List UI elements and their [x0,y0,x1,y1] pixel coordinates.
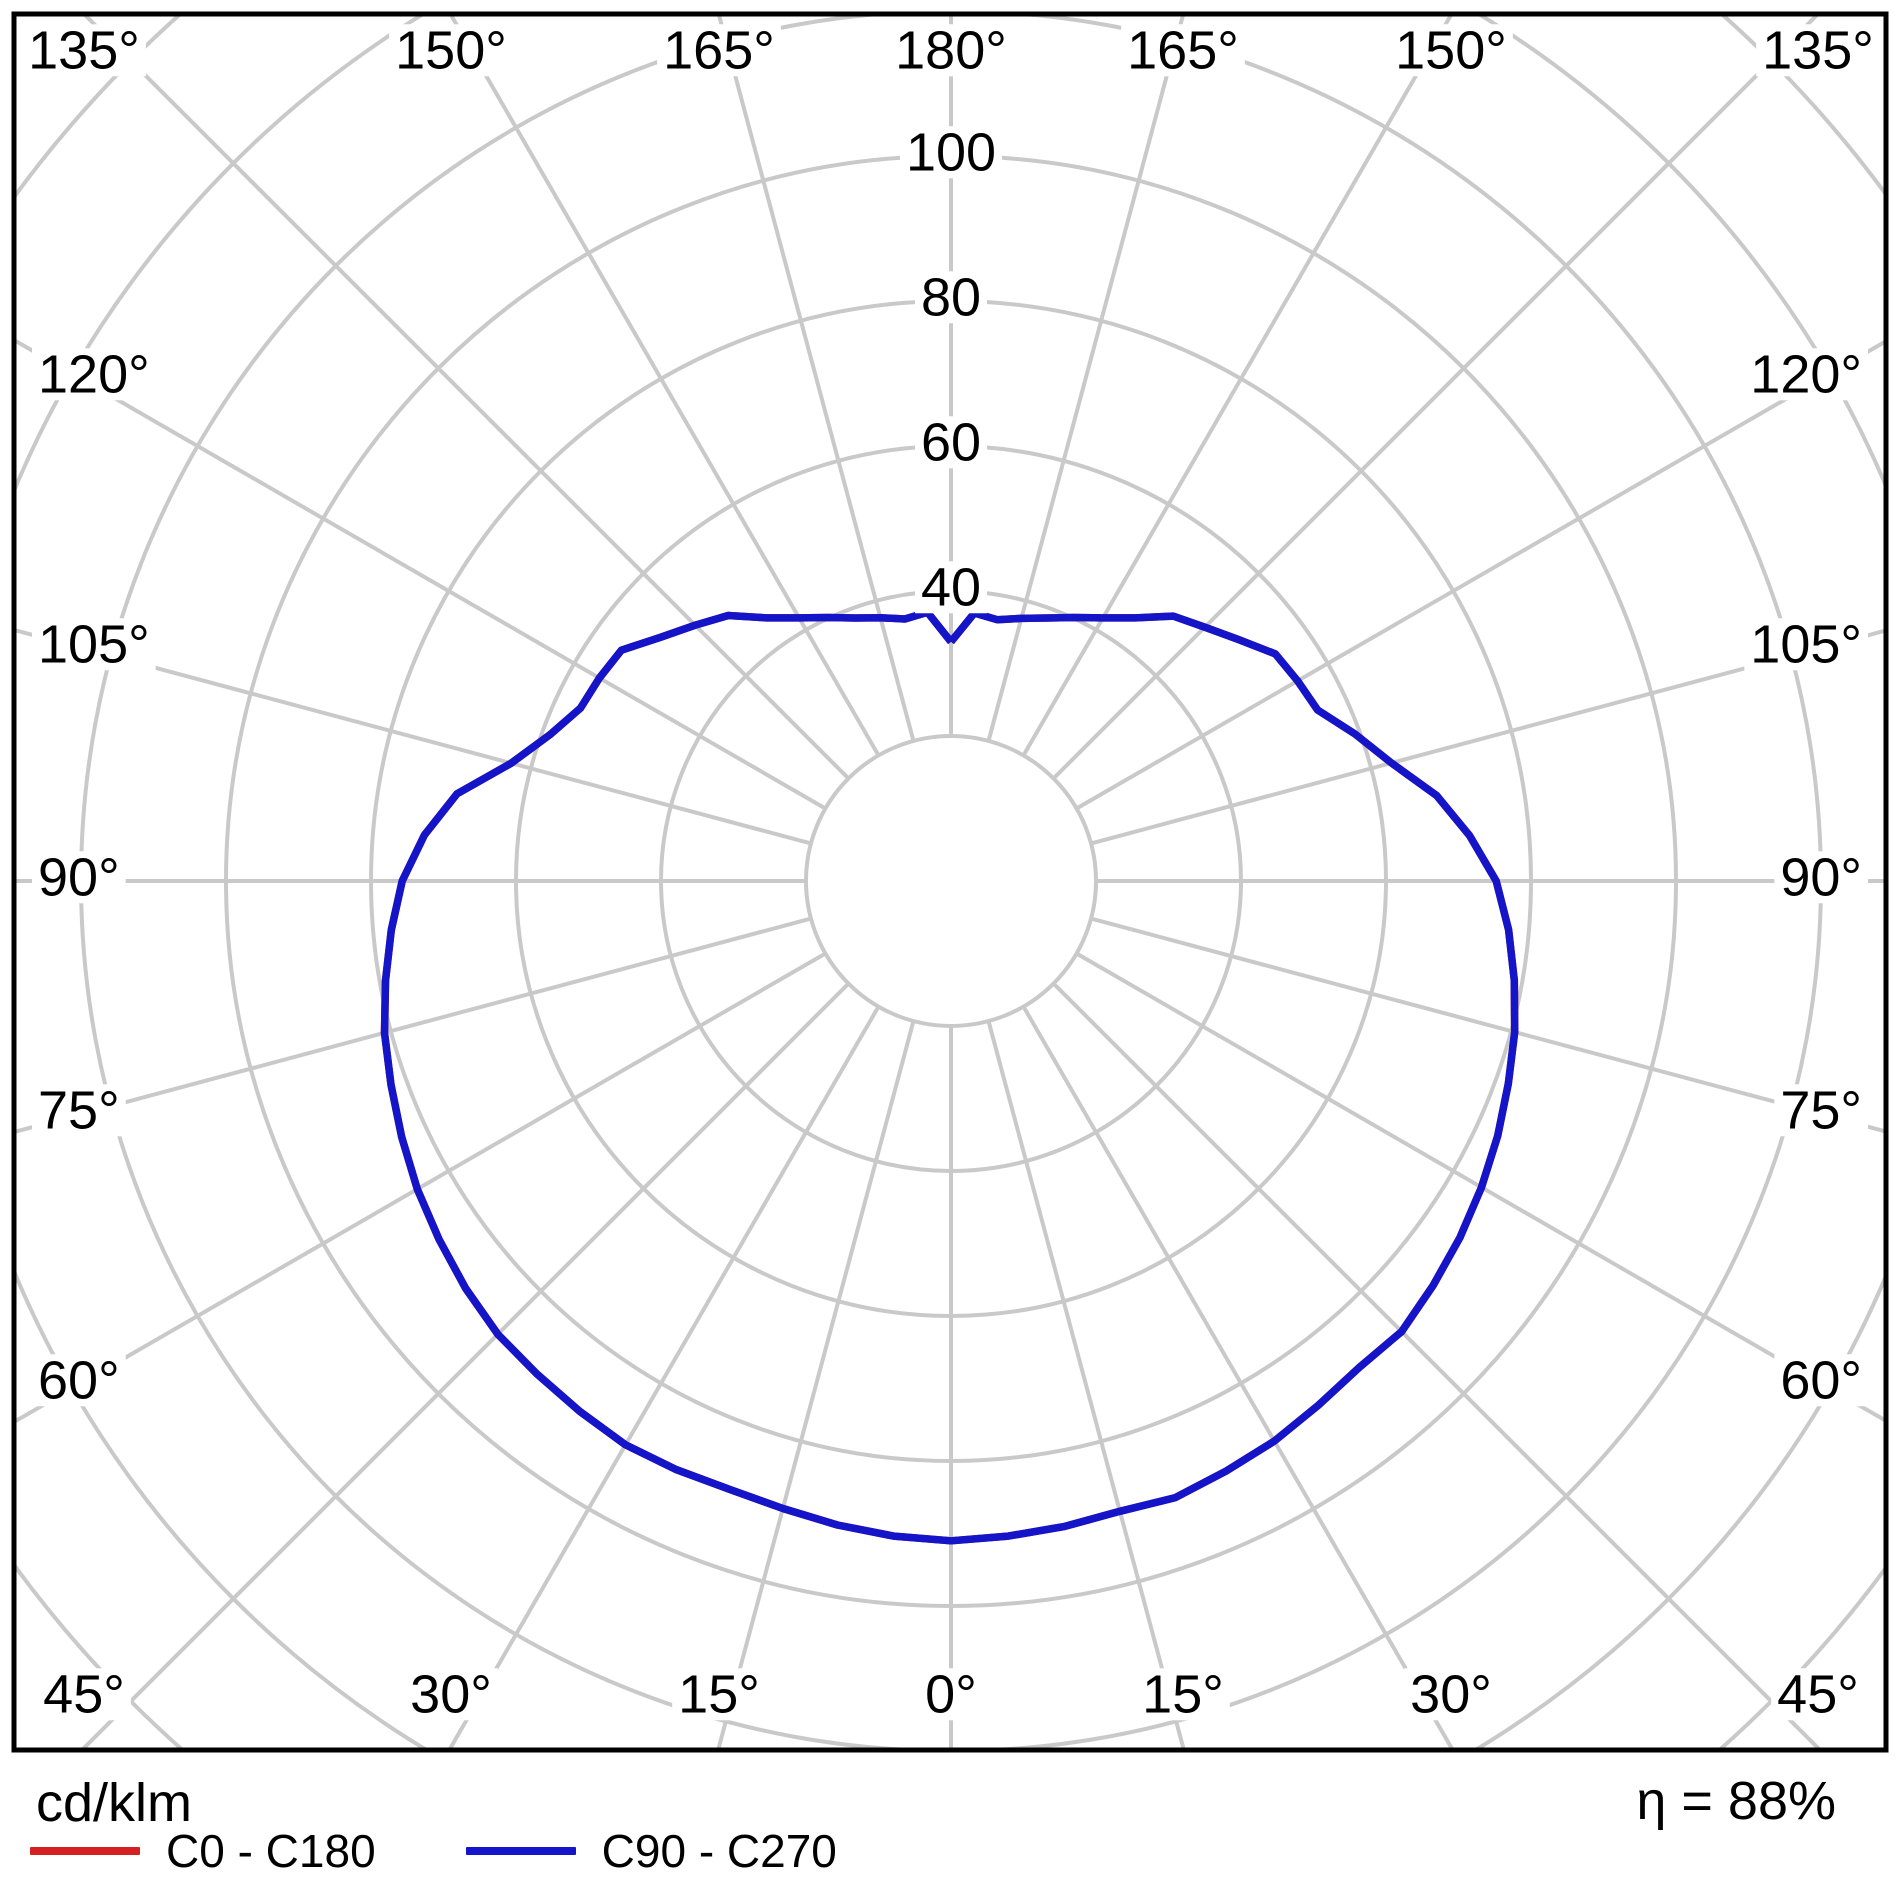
grid-spoke-345 [716,1020,916,1750]
angle-label-left-1: 105° [38,614,150,674]
angle-label-top-0-bg [22,24,146,77]
grid-spoke-285 [14,916,812,1135]
angle-label-top-6-bg [1756,24,1880,77]
angle-label-top-2: 165° [663,20,775,80]
angle-label-bottom-1-bg [404,1668,498,1721]
angle-label-left-3-bg [32,1084,126,1137]
grid-spoke-330 [446,1005,881,1750]
angle-label-left-2: 90° [38,847,120,907]
radial-tick-40-bg [914,561,988,614]
grid-spoke-165 [986,14,1186,742]
angle-label-top-5-bg [1389,24,1513,77]
angle-label-top-4: 165° [1127,20,1239,80]
angle-label-right-1: 105° [1750,614,1862,674]
efficiency-label: η = 88% [1636,1771,1836,1831]
angle-label-right-2-bg [1774,851,1868,904]
angle-label-bottom-4-bg [1136,1668,1230,1721]
blue-line-swatch [465,1847,576,1855]
angle-label-top-1: 150° [395,20,507,80]
angle-label-right-4: 60° [1780,1350,1862,1410]
angle-label-right-3: 75° [1780,1080,1862,1140]
grid-spoke-210 [448,14,881,757]
angle-label-bottom-6-bg [1771,1668,1865,1721]
angle-label-left-0: 120° [38,344,150,404]
angle-label-bottom-2: 15° [678,1664,760,1724]
legend: C0 - C180 C90 - C270 [30,1824,837,1878]
angle-label-right-0-bg [1744,348,1868,401]
grid-spoke-60 [1075,951,1886,1424]
angle-label-top-6: 135° [1762,20,1874,80]
grid-spoke-150 [1021,14,1454,757]
angle-label-top-0: 135° [28,20,140,80]
angle-label-left-1-bg [32,618,156,671]
grid-spoke-30 [1021,1005,1456,1750]
angle-label-bottom-5-bg [1404,1668,1498,1721]
legend-label-c90-c270: C90 - C270 [601,1825,837,1877]
plot-border [11,11,1889,1753]
angle-label-bottom-0-bg [37,1668,131,1721]
angle-label-bottom-2-bg [672,1668,766,1721]
grid-ring-20 [804,734,1098,1028]
angle-label-top-3: 180° [895,20,1007,80]
grid-spoke-75 [1090,916,1886,1134]
angle-label-right-2: 90° [1780,847,1862,907]
angle-label-bottom-3-bg [919,1668,983,1721]
angle-label-right-0: 120° [1750,344,1862,404]
radial-tick-100-bg [899,126,1003,179]
radial-tick-60-bg [914,416,988,469]
legend-entry-c90-c270: C90 - C270 [465,1824,837,1878]
grid-spoke-45 [1052,982,1823,1750]
radial-tick-80: 80 [921,267,981,327]
angle-label-top-1-bg [389,24,513,77]
legend-entry-c0-c180: C0 - C180 [30,1824,376,1878]
radial-tick-80-bg [914,271,988,324]
grid-spoke-255 [14,627,812,846]
angle-label-bottom-1: 30° [410,1664,492,1724]
angle-label-top-5: 150° [1395,20,1507,80]
radial-tick-100: 100 [906,122,996,182]
angle-label-bottom-0: 45° [43,1664,125,1724]
curve-c90-c270 [380,608,1519,1545]
angle-label-right-1-bg [1744,618,1868,671]
angle-label-bottom-3: 0° [925,1664,977,1724]
legend-label-c0-c180: C0 - C180 [166,1825,376,1877]
grid-spoke-105 [1090,628,1886,846]
grid-spoke-315 [79,982,850,1750]
red-line-swatch [30,1847,140,1855]
angle-label-left-4: 60° [38,1350,120,1410]
grid-spoke-15 [986,1020,1186,1750]
angle-label-bottom-6: 45° [1777,1664,1859,1724]
angle-label-left-4-bg [32,1354,126,1407]
angle-label-top-2-bg [657,24,781,77]
angle-label-bottom-4: 15° [1142,1664,1224,1724]
grid-spoke-195 [716,14,916,742]
angle-label-right-4-bg [1774,1354,1868,1407]
angle-label-left-0-bg [32,348,156,401]
angle-label-top-3-bg [889,24,1013,77]
angle-label-left-2-bg [32,851,126,904]
radial-tick-40: 40 [921,557,981,617]
grid-spoke-300 [14,951,827,1425]
angle-label-top-4-bg [1121,24,1245,77]
units-label: cd/klm [36,1773,193,1833]
grid-spoke-120 [1075,338,1886,811]
angle-label-left-3: 75° [38,1080,120,1140]
angle-label-bottom-5: 30° [1410,1664,1492,1724]
grid-spoke-240 [14,337,827,811]
angle-label-right-3-bg [1774,1084,1868,1137]
radial-tick-60: 60 [921,412,981,472]
